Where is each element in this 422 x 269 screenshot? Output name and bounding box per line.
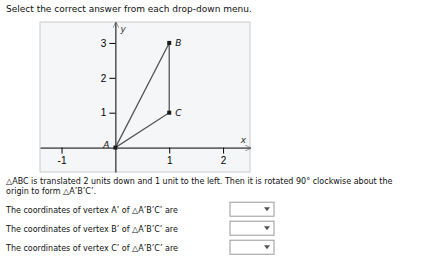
y-axis-label: y bbox=[119, 24, 126, 34]
y-tick-label: 1 bbox=[101, 107, 107, 118]
vertex-label: A bbox=[102, 140, 109, 150]
figure: Select the correct answer from each drop… bbox=[0, 0, 422, 269]
y-tick: 1 bbox=[101, 107, 116, 118]
x-tick-label: -1 bbox=[58, 155, 67, 166]
y-tick: 3 bbox=[101, 38, 116, 49]
vertex bbox=[113, 146, 117, 150]
question-line: The coordinates of vertex B’ of △A’B’C’ … bbox=[5, 225, 178, 234]
dropdown-arrow bbox=[264, 207, 270, 211]
question-line: The coordinates of vertex A’ of △A’B’C’ … bbox=[5, 206, 178, 215]
dropdown-arrow bbox=[264, 226, 270, 230]
question-line: The coordinates of vertex C’ of △A’B’C’ … bbox=[5, 244, 178, 253]
dropdown-arrow bbox=[264, 245, 270, 249]
vertex-label: C bbox=[175, 108, 182, 118]
x-axis-line bbox=[41, 148, 251, 149]
dropdown-box bbox=[230, 221, 274, 235]
y-tick-mark bbox=[109, 78, 115, 79]
x-tick: -1 bbox=[58, 148, 67, 166]
x-tick-label: 2 bbox=[221, 155, 227, 166]
vertex bbox=[167, 41, 171, 45]
description: △ABC is translated 2 units down and 1 un… bbox=[6, 177, 392, 196]
x-axis-label: x bbox=[240, 135, 247, 145]
x-tick-mark bbox=[223, 148, 224, 154]
x-tick-mark bbox=[62, 148, 63, 154]
dropdown-box bbox=[230, 240, 274, 254]
y-tick: 2 bbox=[101, 73, 116, 84]
y-axis-line bbox=[115, 23, 116, 173]
x-tick-mark bbox=[169, 148, 170, 154]
y-tick-mark bbox=[109, 43, 115, 44]
plot-area bbox=[40, 22, 250, 172]
y-tick-mark bbox=[109, 113, 115, 114]
y-tick-label: 3 bbox=[101, 38, 107, 49]
dropdown-box bbox=[230, 202, 274, 216]
marks bbox=[113, 41, 171, 150]
x-tick: 2 bbox=[221, 148, 227, 166]
vertex-label: B bbox=[175, 38, 181, 48]
y-axis: 1 2 3 bbox=[101, 23, 116, 173]
x-axis: -1 1 2 bbox=[41, 148, 251, 166]
triangle bbox=[115, 43, 169, 148]
title: Select the correct answer from each drop… bbox=[6, 4, 252, 14]
y-tick-label: 2 bbox=[101, 73, 107, 84]
x-tick: 1 bbox=[167, 148, 173, 166]
vertex bbox=[167, 111, 171, 115]
x-tick-label: 1 bbox=[167, 155, 173, 166]
